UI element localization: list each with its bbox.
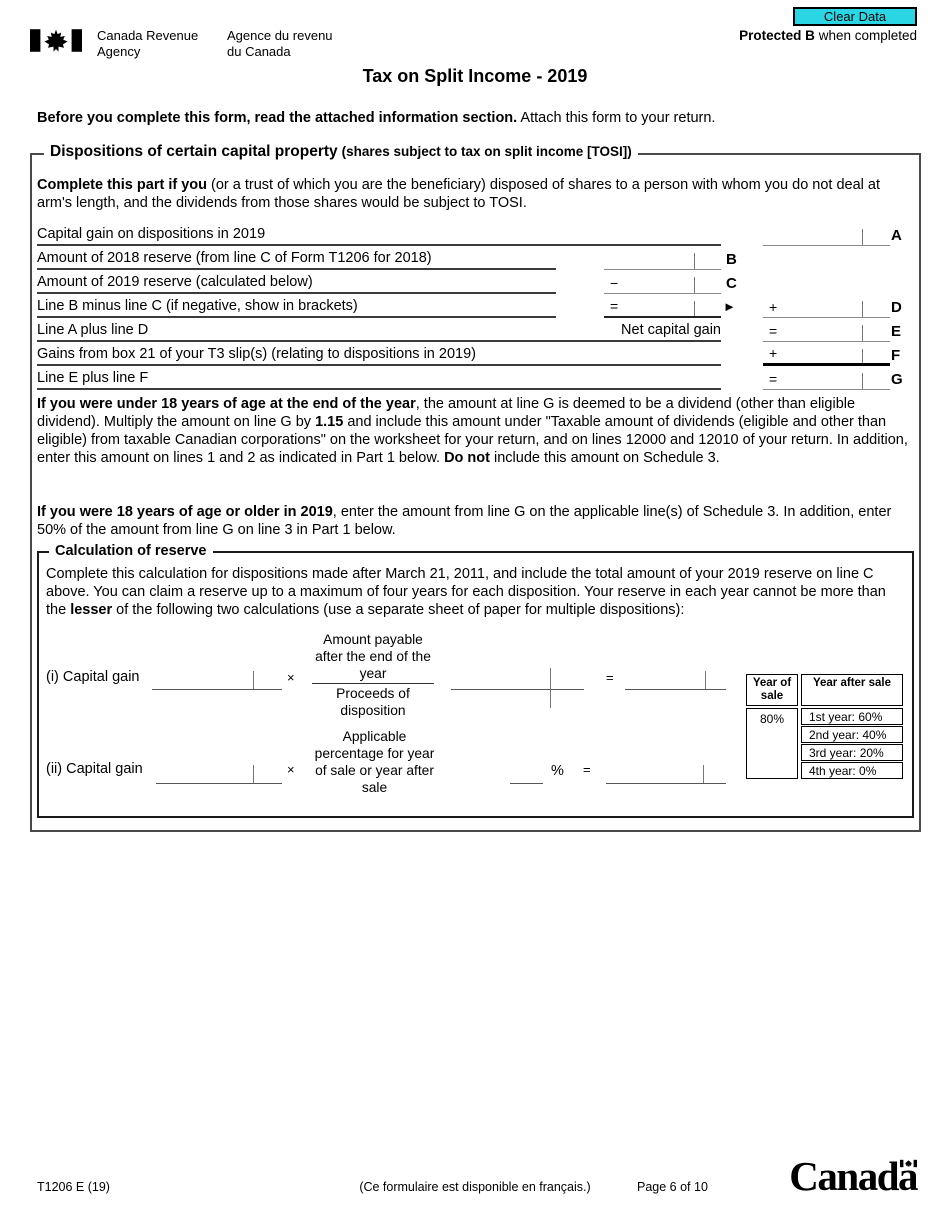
page-number: Page 6 of 10 bbox=[637, 1180, 708, 1194]
cents-divider bbox=[862, 325, 863, 341]
line-c-label-row: Amount of 2019 reserve (calculated below… bbox=[37, 274, 556, 294]
line-d-label-row: Line B minus line C (if negative, show i… bbox=[37, 298, 556, 318]
adult-instructions: If you were 18 years of age or older in … bbox=[37, 504, 892, 538]
calc-ii-label: (ii) Capital gain bbox=[46, 761, 143, 777]
line-d-amount-field[interactable]: + bbox=[763, 298, 890, 318]
line-c-amount-field[interactable]: − bbox=[604, 274, 721, 294]
rate-table-year-of-sale-value: 80% bbox=[746, 708, 798, 779]
plus-operator: + bbox=[769, 299, 778, 315]
line-g-amount-field[interactable]: = bbox=[763, 370, 890, 390]
rate-table-row: 4th year: 0% bbox=[801, 762, 903, 779]
line-c-label: Amount of 2019 reserve (calculated below… bbox=[37, 274, 313, 290]
calc-ii-result-field[interactable] bbox=[606, 762, 726, 784]
line-d-letter: D bbox=[891, 299, 902, 316]
canada-wordmark-text: Canada bbox=[789, 1153, 918, 1199]
line-b-amount-field[interactable] bbox=[604, 250, 721, 270]
rate-table-header-year-of-sale: Year of sale bbox=[746, 674, 798, 706]
reserve-section-box: Calculation of reserve bbox=[37, 543, 914, 818]
line-b-label-row: Amount of 2018 reserve (from line C of F… bbox=[37, 250, 556, 270]
rate-table-row: 1st year: 60% bbox=[801, 708, 903, 725]
calc-i-fraction: Amount payable after the end of the year… bbox=[312, 631, 434, 719]
calc-i-result-field[interactable] bbox=[625, 668, 726, 690]
agency-name-french: Agence du revenu du Canada bbox=[227, 28, 333, 59]
cents-divider bbox=[253, 765, 254, 783]
line-a-label-row: Capital gain on dispositions in 2019 bbox=[37, 226, 721, 246]
wordmark-flag-icon bbox=[900, 1159, 917, 1168]
line-b-letter: B bbox=[726, 251, 737, 268]
equals-operator: = bbox=[606, 670, 614, 685]
fraction-numerator: Amount payable after the end of the year bbox=[312, 631, 434, 684]
dispositions-intro: Complete this part if you (or a trust of… bbox=[37, 177, 881, 211]
protected-b-label: Protected B when completed bbox=[739, 28, 917, 43]
cents-divider bbox=[862, 229, 863, 245]
line-g-label-row: Line E plus line F bbox=[37, 370, 721, 390]
equals-operator: = bbox=[610, 298, 619, 314]
cents-divider bbox=[694, 301, 695, 316]
line-f-amount-field[interactable]: + bbox=[763, 345, 890, 366]
line-e-amount-field[interactable]: = bbox=[763, 322, 890, 342]
carry-forward-arrow-icon: ► bbox=[723, 299, 736, 314]
line-d-mid-amount-field[interactable]: = bbox=[604, 298, 721, 318]
cents-divider bbox=[862, 301, 863, 317]
cents-divider bbox=[862, 349, 863, 363]
reserve-rate-table: Year of sale Year after sale 80% 1st yea… bbox=[746, 674, 903, 780]
plus-operator: + bbox=[769, 345, 778, 361]
dispositions-section-title: Dispositions of certain capital property… bbox=[44, 143, 638, 161]
french-availability-note: (Ce formulaire est disponible en françai… bbox=[359, 1180, 591, 1194]
line-f-label-row: Gains from box 21 of your T3 slip(s) (re… bbox=[37, 346, 721, 366]
equals-operator: = bbox=[769, 323, 778, 339]
form-intro: Before you complete this form, read the … bbox=[37, 110, 716, 126]
cents-divider bbox=[705, 671, 706, 689]
line-d-label: Line B minus line C (if negative, show i… bbox=[37, 298, 358, 314]
cents-divider bbox=[862, 373, 863, 389]
line-e-letter: E bbox=[891, 323, 902, 340]
calc-ii-percent-field[interactable] bbox=[510, 766, 543, 784]
agency-name-english: Canada Revenue Agency bbox=[97, 28, 199, 59]
calc-ii-capital-gain-field[interactable] bbox=[156, 762, 282, 784]
net-capital-gain-note: Net capital gain bbox=[621, 322, 721, 338]
multiply-operator: × bbox=[287, 670, 295, 685]
line-c-letter: C bbox=[726, 275, 737, 292]
line-a-letter: A bbox=[891, 227, 902, 244]
calc-i-ratio-field[interactable] bbox=[451, 668, 584, 708]
multiply-operator: × bbox=[287, 762, 295, 777]
line-e-label: Line A plus line D bbox=[37, 322, 149, 338]
percent-sign: % bbox=[551, 763, 564, 779]
calc-i-capital-gain-field[interactable] bbox=[152, 668, 282, 690]
cents-divider bbox=[550, 668, 551, 708]
canada-flag-icon bbox=[30, 29, 82, 52]
line-g-label: Line E plus line F bbox=[37, 370, 149, 386]
fraction-denominator: Proceeds of disposition bbox=[336, 686, 410, 718]
cents-divider bbox=[703, 765, 704, 783]
calc-i-label: (i) Capital gain bbox=[46, 669, 140, 685]
line-f-label: Gains from box 21 of your T3 slip(s) (re… bbox=[37, 346, 476, 362]
under-18-instructions: If you were under 18 years of age at the… bbox=[37, 396, 908, 466]
equals-operator: = bbox=[583, 762, 591, 777]
line-a-amount-field[interactable] bbox=[763, 226, 890, 246]
rate-table-row: 3rd year: 20% bbox=[801, 744, 903, 761]
dispositions-section-box: Dispositions of certain capital property… bbox=[30, 143, 921, 832]
clear-data-button[interactable]: Clear Data bbox=[793, 7, 917, 26]
equals-operator: = bbox=[769, 371, 778, 387]
cents-divider bbox=[694, 277, 695, 293]
form-code: T1206 E (19) bbox=[37, 1180, 110, 1194]
reserve-intro: Complete this calculation for dispositio… bbox=[46, 566, 886, 618]
cents-divider bbox=[694, 253, 695, 269]
page-title: Tax on Split Income - 2019 bbox=[362, 66, 588, 86]
cents-divider bbox=[253, 671, 254, 689]
line-e-label-row: Line A plus line D Net capital gain bbox=[37, 322, 721, 342]
rate-table-row: 2nd year: 40% bbox=[801, 726, 903, 743]
line-a-label: Capital gain on dispositions in 2019 bbox=[37, 226, 266, 242]
line-g-letter: G bbox=[891, 371, 903, 388]
rate-table-header-year-after-sale: Year after sale bbox=[801, 674, 903, 706]
calc-ii-percentage-text: Applicable percentage for year of sale o… bbox=[314, 729, 435, 795]
line-f-letter: F bbox=[891, 347, 901, 364]
reserve-section-title: Calculation of reserve bbox=[49, 543, 213, 559]
canada-wordmark: Canada bbox=[789, 1153, 918, 1199]
line-b-label: Amount of 2018 reserve (from line C of F… bbox=[37, 250, 432, 266]
minus-operator: − bbox=[610, 275, 619, 291]
